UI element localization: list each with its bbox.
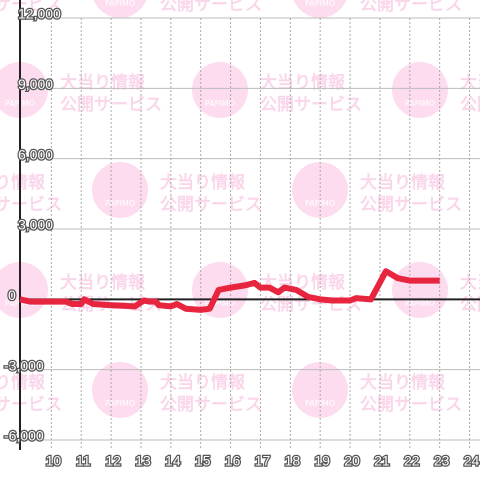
x-tick-label: 23 [434,453,450,469]
watermark-text: 公開サービス [0,395,62,415]
y-tick-label: 9,000 [18,76,53,92]
watermark-text: 大当り情報 [360,172,446,193]
x-tick-label: 20 [344,453,360,469]
y-tick-label: 3,000 [18,217,53,233]
y-tick-label: 12,000 [18,6,61,22]
x-tick-label: 12 [105,453,121,469]
watermark-logo-text: PAPIMO [405,299,435,308]
y-tick-label: -3,000 [4,357,44,373]
watermark-text: 大当り情報 [60,72,146,93]
watermark-text: 公開サービス [0,0,62,15]
x-tick-label: 10 [46,453,62,469]
watermark-text: 公開サービス [160,0,262,15]
x-tick-label: 15 [195,453,211,469]
y-tick-label: 0 [8,287,16,303]
watermark-logo-text: PAPIMO [405,99,435,108]
x-tick-label: 11 [76,453,91,469]
watermark-logo-text: PAPIMO [205,99,235,108]
watermark-logo [0,62,48,118]
watermark-logo [92,162,148,218]
watermark-text: 公開サービス [460,95,480,115]
watermark-logo-text: PAPIMO [105,199,135,208]
watermark-text: 大当り情報 [160,372,246,393]
watermark-text: 大当り情報 [360,372,446,393]
watermark-text: 公開サービス [360,195,462,215]
watermark-logo [293,0,347,18]
x-tick-label: 18 [285,453,301,469]
watermark-text: 大当り情報 [60,272,146,293]
x-tick-label: 19 [314,453,330,469]
x-tick-label: 13 [135,453,151,469]
x-tick-label: 22 [404,453,420,469]
watermark-text: 公開サービス [60,95,162,115]
watermark-text: 公開サービス [360,395,462,415]
watermark-text: 公開サービス [260,95,362,115]
x-tick-label: 21 [374,453,390,469]
watermark-logo [392,262,448,318]
watermark-text: 公開サービス [0,195,62,215]
watermark-logo-text: PAPIMO [105,399,135,408]
watermarks: PAPIMO大当り情報公開サービスPAPIMO大当り情報公開サービスPAPIMO… [0,0,480,418]
watermark-logo-text: PAPIMO [105,0,135,8]
watermark-text: 大当り情報 [0,372,46,393]
x-tick-label: 24 [464,453,480,469]
series-line [19,268,440,313]
watermark-logo [192,62,248,118]
watermark-logo-text: PAPIMO [205,299,235,308]
watermark-logo [93,0,147,18]
y-tick-label: 6,000 [18,146,53,162]
y-tick-label: -6,000 [4,428,44,444]
watermark-text: 公開サービス [360,0,462,15]
watermark-text: 公開サービス [160,195,262,215]
watermark-logo [92,362,148,418]
watermark-text: 大当り情報 [0,172,46,193]
watermark-text: 大当り情報 [160,172,246,193]
x-tick-label: 14 [165,453,181,469]
watermark-text: 公開サービス [160,395,262,415]
x-tick-label: 17 [255,453,271,469]
watermark-logo [392,62,448,118]
watermark-logo-text: PAPIMO [305,0,335,8]
watermark-text: 大当り情報 [260,72,346,93]
x-tick-label: 16 [225,453,241,469]
